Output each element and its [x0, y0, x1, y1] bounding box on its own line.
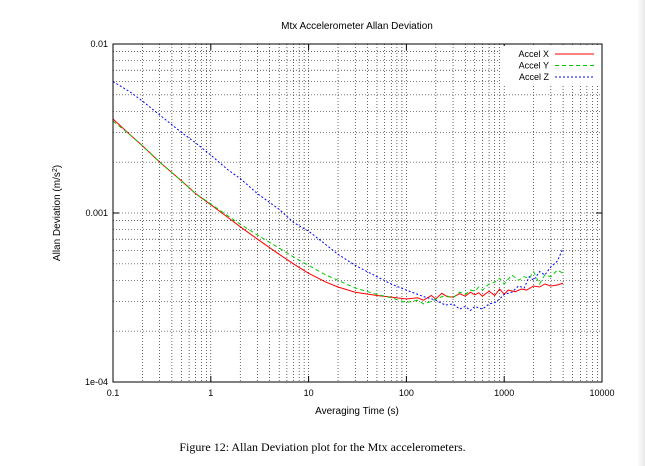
axis-ticks: 0.1 1 10 100 1000 10000 1e-04 0.001 0.01	[85, 39, 615, 398]
y-tick-label: 0.01	[90, 39, 108, 49]
legend-label: Accel Y	[519, 61, 549, 71]
y-axis-label-sup: 2	[52, 168, 59, 172]
x-tick-label: 100	[399, 388, 414, 398]
data-series	[112, 81, 564, 312]
grid-lines	[112, 44, 602, 383]
series-line-accel-x	[112, 118, 564, 301]
chart-title: Mtx Accelerometer Allan Deviation	[281, 21, 433, 32]
legend-label: Accel Z	[519, 72, 550, 82]
plot-frame	[112, 43, 603, 383]
legend-label: Accel X	[518, 49, 549, 59]
y-axis-label: Allan Deviation (m/s2)	[52, 165, 64, 261]
x-tick-label: 1000	[494, 388, 514, 398]
y-tick-label: 0.001	[85, 208, 108, 218]
y-axis-label-main: Allan Deviation (m/s	[52, 172, 63, 261]
y-tick-label: 1e-04	[85, 377, 108, 387]
figure-caption: Figure 12: Allan Deviation plot for the …	[179, 440, 466, 454]
x-tick-label: 10000	[589, 388, 614, 398]
x-tick-label: 0.1	[107, 388, 120, 398]
series-line-accel-z	[112, 81, 564, 312]
x-tick-label: 1	[208, 388, 213, 398]
y-axis-label-close: )	[52, 165, 63, 168]
x-tick-label: 10	[304, 388, 314, 398]
page-edge-shadow	[637, 0, 645, 466]
x-axis-label: Averaging Time (s)	[315, 406, 399, 417]
series-line-accel-y	[112, 120, 564, 305]
allan-deviation-chart: Mtx Accelerometer Allan Deviation 0.1 1 10…	[52, 21, 615, 417]
